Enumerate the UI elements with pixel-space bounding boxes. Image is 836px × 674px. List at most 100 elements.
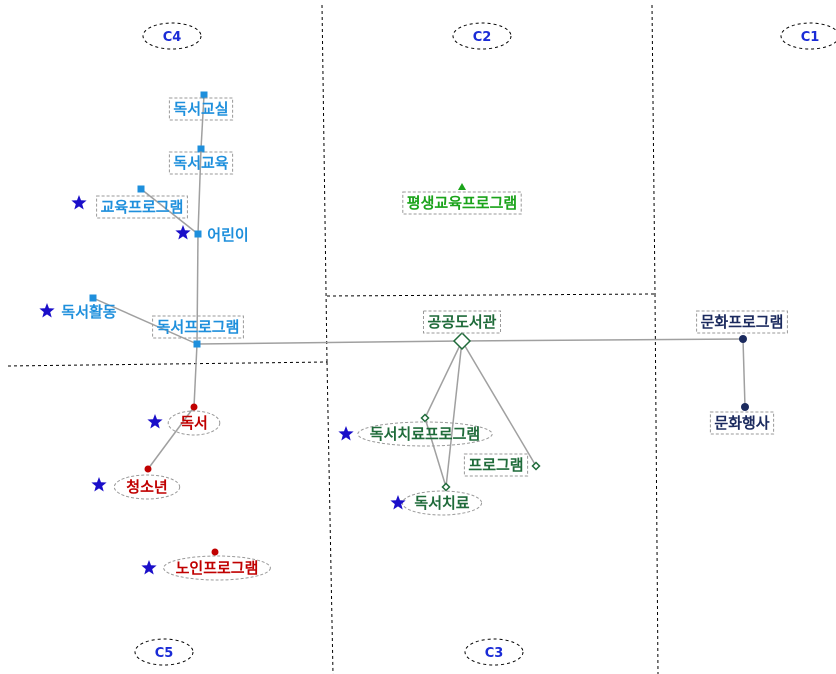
cluster-c2-text: C2 [473, 30, 492, 45]
node-label: 독서프로그램 [157, 318, 240, 336]
node-marker [741, 403, 749, 411]
node-label: 문화행사 [714, 414, 769, 432]
star-icon [175, 225, 191, 240]
node-marker [420, 413, 430, 423]
node-label-frame [168, 97, 234, 121]
edge-public_library-to-program [461, 340, 537, 467]
cluster-c5-text: C5 [155, 646, 174, 661]
star-icon [147, 414, 163, 429]
node-reading[interactable]: 독서 [147, 403, 221, 436]
star-icon [390, 495, 406, 510]
node-marker [211, 548, 219, 556]
edge-public_library-to-bibliotherapy [445, 340, 463, 488]
divider-c4-c2 [321, 4, 328, 363]
node-label: 독서교실 [173, 100, 228, 118]
node-label: 평생교육프로그램 [407, 194, 517, 212]
edge-reading_program-to-public_library [196, 340, 463, 345]
node-label: 어린이 [207, 226, 248, 244]
node-label-frame [709, 411, 775, 435]
node-program[interactable]: 프로그램 [463, 453, 541, 477]
node-marker [197, 145, 205, 153]
star-icon [71, 195, 87, 210]
star-icon [91, 477, 107, 492]
edge-bibliotherapy_program-to-bibliotherapy [424, 417, 447, 488]
divider-c5-c3 [326, 361, 334, 674]
node-reading-class[interactable]: 독서교실 [168, 91, 234, 121]
edge-reading_edu-to-children [197, 148, 202, 235]
edges [92, 94, 746, 488]
edge-edu_program-to-children [140, 188, 199, 235]
edge-reading-to-youth [147, 406, 195, 470]
node-label: 프로그램 [468, 456, 523, 474]
edge-reading_activity-to-reading_program [92, 297, 198, 345]
node-label-frame [422, 310, 502, 334]
node-marker [194, 230, 202, 238]
node-label: 문화프로그램 [701, 313, 784, 331]
node-label: 독서치료프로그램 [370, 425, 480, 443]
cluster-label-c4: C4 [142, 22, 202, 50]
divider-c4-c5 [7, 361, 328, 367]
divider-c2-c1 [651, 4, 656, 295]
node-label-frame [696, 310, 788, 334]
node-marker [739, 335, 747, 343]
edge-culture_program-to-culture_event [742, 338, 746, 408]
node-culture-event[interactable]: 문화행사 [709, 403, 775, 435]
node-label-frame [357, 421, 493, 447]
node-label: 교육프로그램 [101, 198, 184, 216]
node-label-frame [167, 410, 221, 436]
node-youth[interactable]: 청소년 [91, 465, 181, 500]
node-label-frame [152, 315, 244, 339]
cluster-dividers [7, 4, 659, 674]
node-label-frame [163, 555, 271, 581]
cluster-labels: C4 C2 C1 C5 C3 [134, 22, 836, 666]
node-label: 공공도서관 [427, 313, 496, 331]
node-marker [89, 294, 97, 302]
node-label-frame [168, 151, 234, 175]
node-marker [458, 183, 466, 190]
edge-reading_program-to-reading [193, 343, 198, 408]
node-marker [190, 403, 198, 411]
node-label: 청소년 [126, 478, 167, 496]
node-label: 노인프로그램 [176, 559, 259, 577]
node-culture-program[interactable]: 문화프로그램 [696, 310, 788, 343]
node-reading-activity[interactable]: 독서활동 [39, 294, 117, 322]
cluster-label-c3: C3 [464, 638, 524, 666]
node-children[interactable]: 어린이 [175, 225, 249, 244]
star-icon [39, 303, 55, 318]
edge-public_library-to-bibliotherapy_program [424, 340, 463, 419]
node-label-frame [113, 474, 181, 500]
node-marker [137, 185, 145, 193]
node-marker [144, 465, 152, 473]
star-icon [141, 560, 157, 575]
node-label-frame [96, 195, 188, 219]
divider-c2-c3 [326, 293, 656, 297]
cluster-c4-text: C4 [163, 30, 182, 45]
node-public-library[interactable]: 공공도서관 [422, 310, 502, 351]
node-marker [193, 340, 201, 348]
node-senior-program[interactable]: 노인프로그램 [141, 548, 271, 581]
cluster-label-c2: C2 [452, 22, 512, 50]
node-bibliotherapy-program[interactable]: 독서치료프로그램 [338, 413, 493, 447]
cluster-label-c5: C5 [134, 638, 194, 666]
node-edu-program[interactable]: 교육프로그램 [71, 185, 188, 219]
node-marker [200, 91, 208, 99]
node-label: 독서활동 [61, 303, 116, 321]
star-icon [338, 426, 354, 441]
node-label: 독서교육 [173, 154, 228, 172]
node-lifelong[interactable]: 평생교육프로그램 [402, 183, 522, 215]
node-label: 독서 [180, 414, 208, 432]
node-reading-program[interactable]: 독서프로그램 [152, 315, 244, 348]
cluster-c3-text: C3 [485, 646, 504, 661]
divider-c3-c1 [654, 293, 659, 674]
edge-public_library-to-culture_program [461, 338, 744, 342]
node-reading-edu[interactable]: 독서교육 [168, 145, 234, 175]
node-marker [441, 482, 451, 492]
cluster-c1-text: C1 [801, 30, 820, 45]
node-marker [452, 331, 472, 351]
cluster-label-c1: C1 [780, 22, 836, 50]
node-label-frame [463, 453, 529, 477]
node-bibliotherapy[interactable]: 독서치료 [390, 482, 483, 516]
edge-children-to-reading_program [196, 233, 199, 345]
